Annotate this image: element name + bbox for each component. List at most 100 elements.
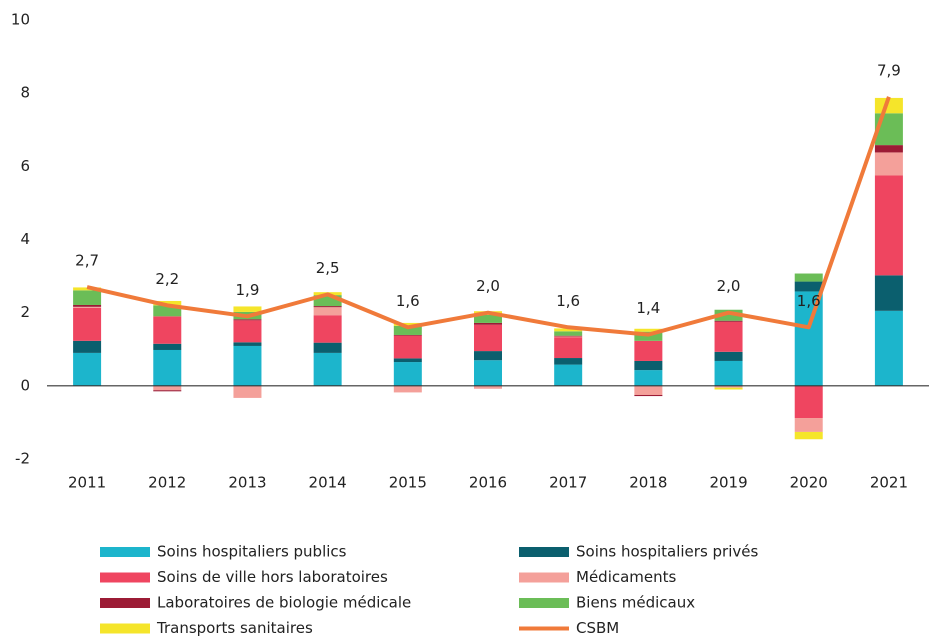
legend-swatch: [519, 572, 569, 583]
bar-segment: [313, 307, 342, 316]
bar-segment: [554, 364, 583, 386]
bar-segment: [393, 325, 422, 335]
data-label: 1,9: [236, 281, 260, 299]
data-label: 1,6: [797, 292, 821, 310]
bar-segment: [313, 295, 342, 307]
bar-segment: [233, 385, 262, 398]
bar-segment: [554, 331, 583, 336]
data-label: 2,0: [717, 277, 741, 295]
bar-segment: [634, 394, 663, 397]
bar-segment: [794, 291, 823, 386]
x-tick-label: 2016: [469, 474, 507, 492]
y-tick-label: 8: [20, 84, 30, 102]
bar-segment: [153, 343, 182, 350]
y-tick-label: 4: [20, 230, 30, 248]
bar-segment: [313, 352, 342, 386]
legend-swatch: [519, 547, 569, 557]
x-tick-label: 2020: [790, 474, 828, 492]
y-tick-label: 2: [20, 303, 30, 321]
data-label: 2,0: [476, 277, 500, 295]
data-label: 1,6: [396, 292, 420, 310]
bar-segment: [554, 336, 583, 338]
bar-segment: [73, 290, 102, 305]
bar-segment: [474, 351, 502, 361]
x-tick-label: 2014: [309, 474, 347, 492]
bar-segment: [874, 175, 903, 276]
bar-segment: [474, 314, 502, 323]
bar-segment: [874, 310, 903, 386]
bar-segment: [554, 337, 583, 359]
bar-segment: [794, 281, 823, 292]
bar-segment: [393, 322, 422, 326]
bar-segment: [714, 385, 743, 388]
x-tick-label: 2021: [870, 474, 908, 492]
bar-segment: [153, 385, 182, 391]
y-tick-label: -2: [15, 450, 30, 468]
legend-label: Laboratoires de biologie médicale: [157, 594, 411, 612]
bar-segment: [153, 316, 182, 344]
data-label: 2,7: [75, 252, 99, 270]
legend-label: Biens médicaux: [576, 594, 695, 612]
bar-segment: [634, 340, 663, 361]
bar-segment: [393, 385, 422, 393]
bar-segment: [794, 385, 823, 419]
bar-segment: [73, 306, 102, 308]
y-tick-label: 10: [11, 11, 30, 29]
legend-swatch: [100, 598, 150, 608]
legend-label: Soins hospitaliers publics: [157, 543, 347, 561]
bar-segment: [874, 152, 903, 176]
bar-segment: [73, 304, 102, 307]
bar-segment: [874, 275, 903, 311]
legend-label: Soins de ville hors laboratoires: [157, 568, 388, 586]
x-tick-label: 2011: [68, 474, 106, 492]
bar-segment: [874, 97, 903, 114]
data-label: 2,5: [316, 259, 340, 277]
bar-segment: [73, 307, 102, 341]
bar-segment: [153, 305, 182, 317]
bar-segment: [634, 385, 663, 395]
y-tick-label: 6: [20, 157, 30, 175]
x-tick-label: 2019: [709, 474, 747, 492]
x-tick-label: 2018: [629, 474, 667, 492]
bar-segment: [714, 360, 743, 386]
x-tick-label: 2013: [228, 474, 266, 492]
bar-segment: [313, 315, 342, 343]
x-tick-label: 2012: [148, 474, 186, 492]
bar-segment: [393, 334, 422, 336]
bar-segment: [474, 385, 502, 389]
bar-segment: [313, 342, 342, 353]
bar-segment: [153, 390, 182, 392]
bar-segment: [474, 360, 502, 386]
data-label: 7,9: [877, 61, 901, 79]
bar-segment: [474, 324, 502, 352]
bar-segment: [554, 328, 583, 332]
bar-segment: [794, 431, 823, 440]
bar-segment: [393, 358, 422, 363]
bar-segment: [714, 387, 743, 390]
bar-segment: [794, 418, 823, 432]
bar-segment: [233, 306, 262, 312]
bar-segment: [393, 362, 422, 386]
bar-segment: [634, 370, 663, 386]
bar-segment: [634, 360, 663, 371]
bar-segment: [554, 335, 583, 337]
legend-label: Transports sanitaires: [156, 619, 313, 636]
legend-label: Soins hospitaliers privés: [576, 543, 758, 561]
data-label: 2,2: [155, 270, 179, 288]
bar-segment: [794, 273, 823, 282]
bar-segment: [73, 340, 102, 353]
bar-segment: [714, 321, 743, 352]
bar-segment: [714, 309, 743, 321]
bar-segment: [73, 352, 102, 386]
bar-segment: [554, 358, 583, 365]
bar-segment: [313, 306, 342, 308]
bar-segment: [714, 320, 743, 322]
bar-segment: [233, 345, 262, 386]
legend-swatch: [100, 547, 150, 557]
legend-swatch: [100, 623, 150, 634]
bar-segment: [714, 351, 743, 361]
data-label: 1,4: [636, 299, 660, 317]
line-series: [86, 96, 891, 337]
y-tick-label: 0: [20, 376, 30, 394]
